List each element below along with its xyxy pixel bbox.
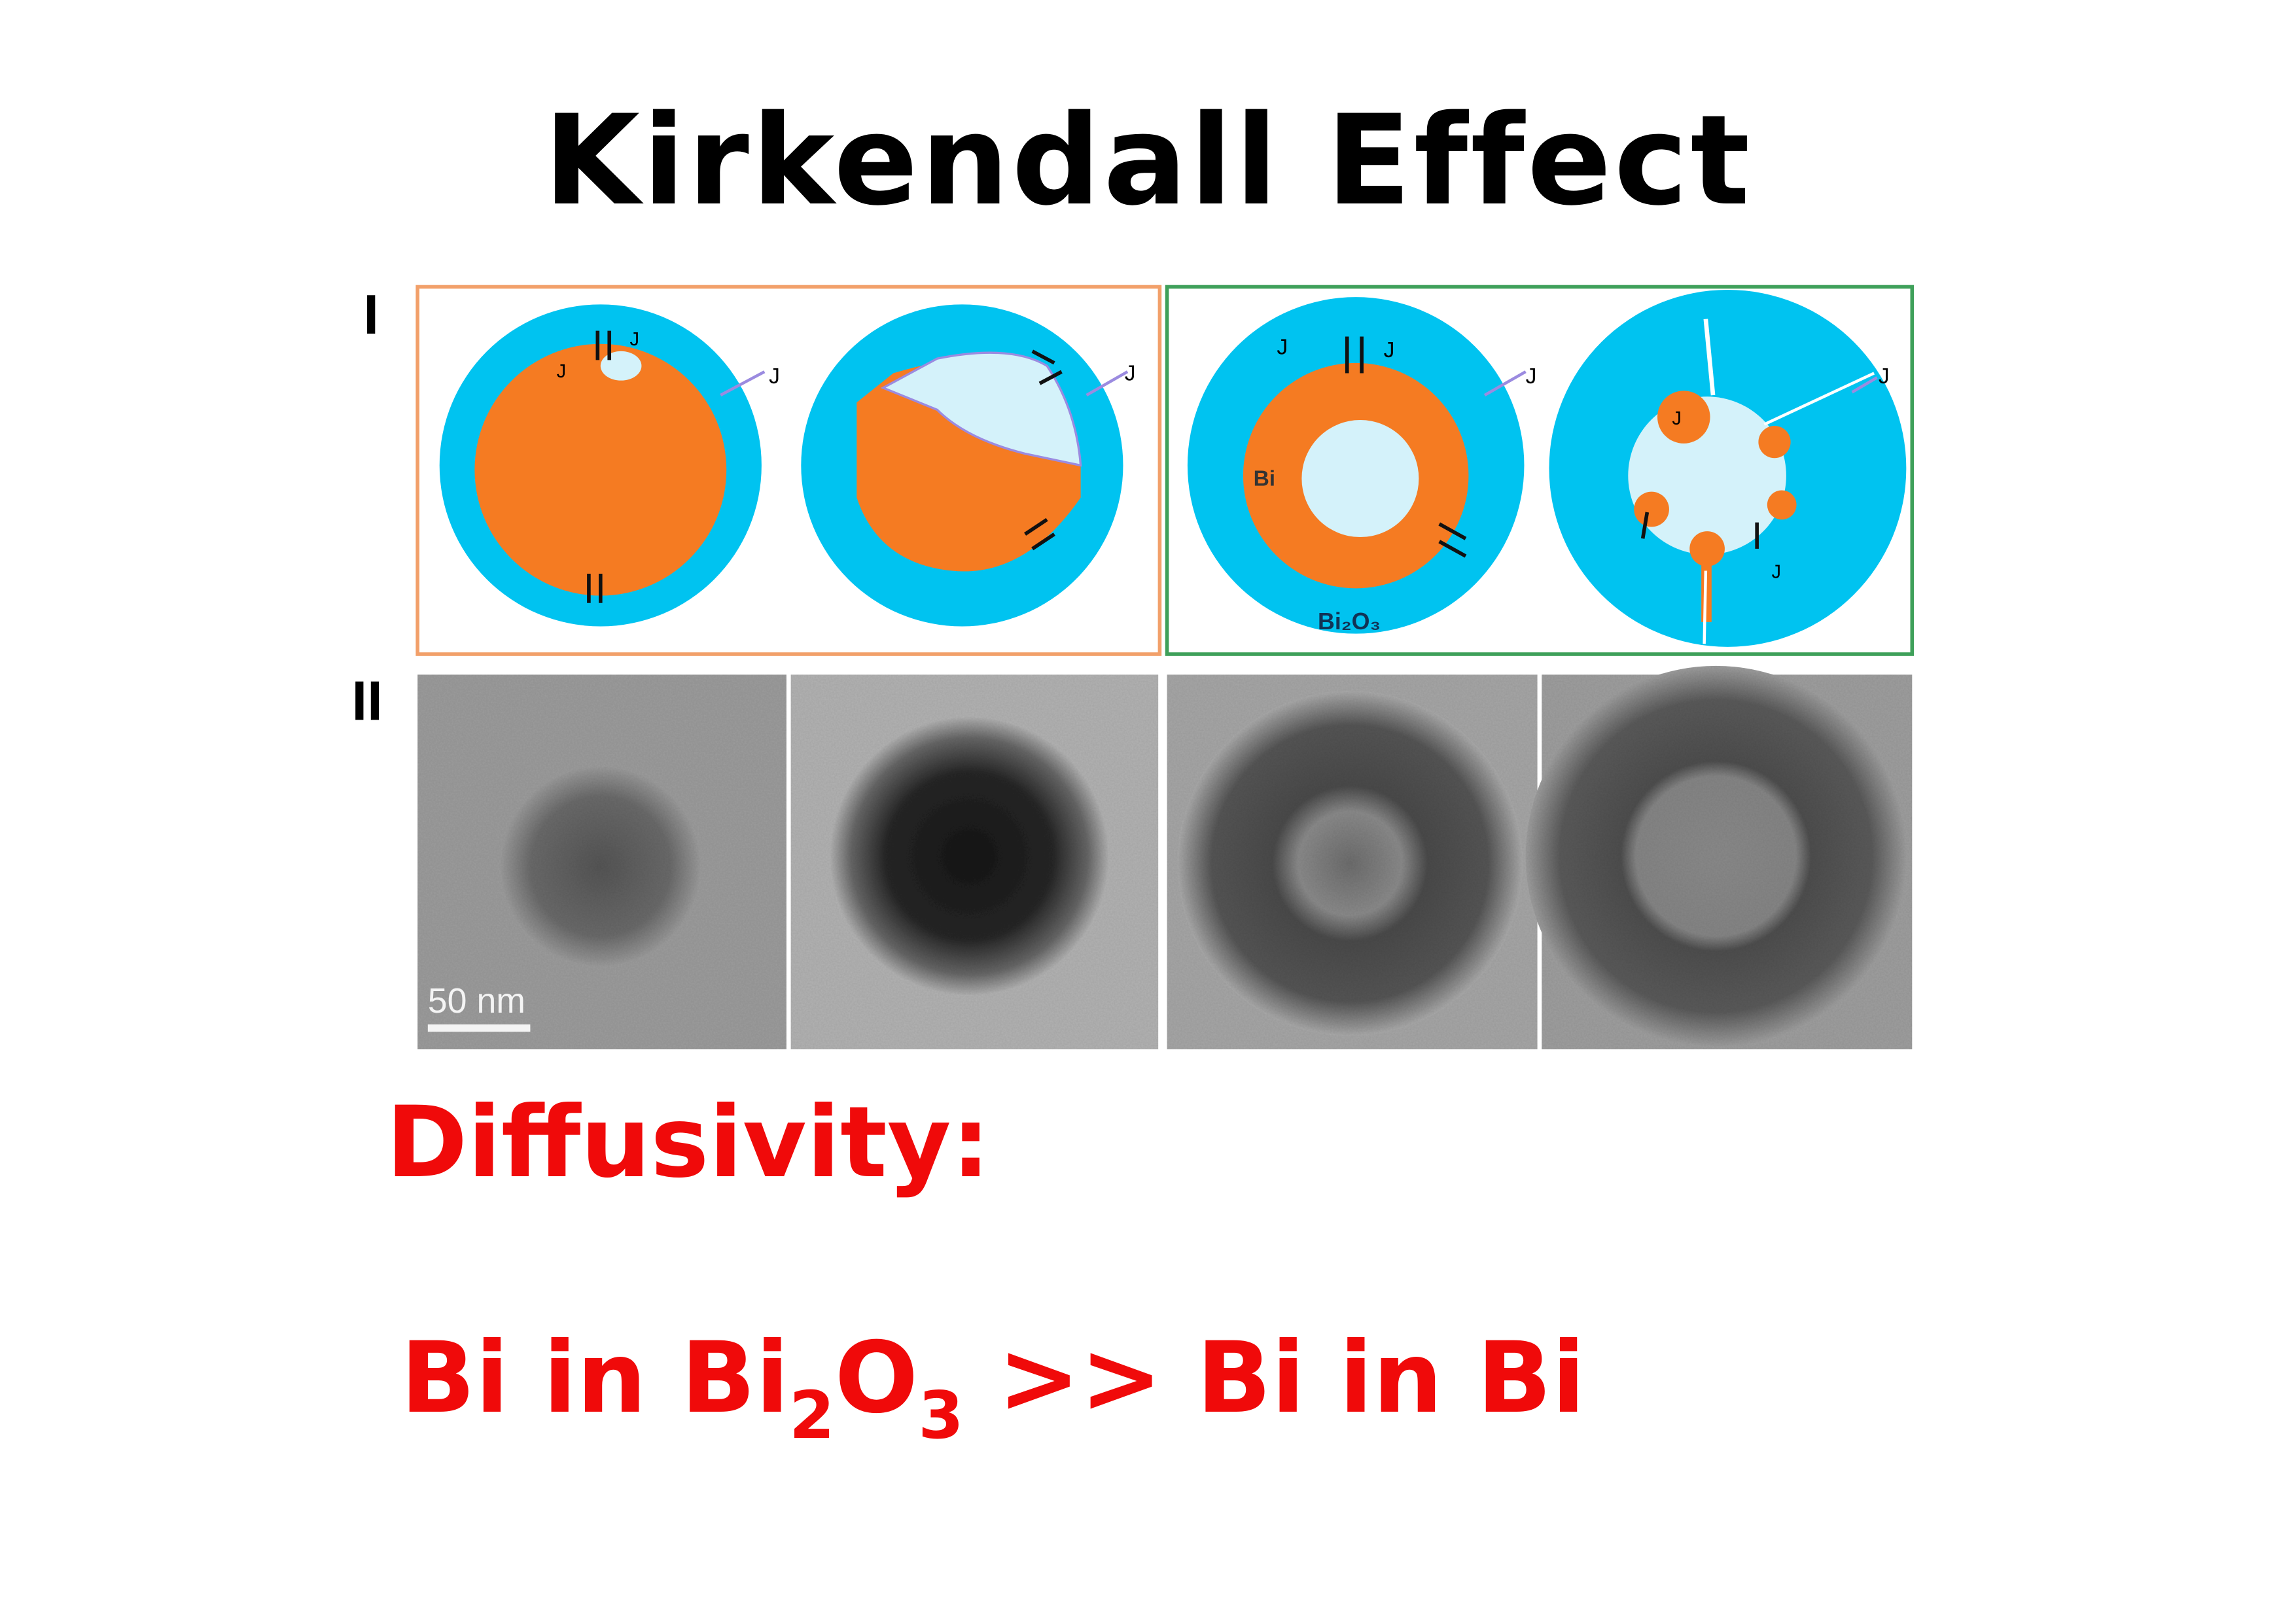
slide-title: Kirkendall Effect — [543, 88, 1753, 233]
label-bi: Bi — [1254, 467, 1276, 491]
label-jv-4: J — [1772, 562, 1782, 583]
row-label-i: I — [363, 284, 379, 346]
particle-3: J J Bi Bi₂O₃ J — [1187, 297, 1537, 635]
scale-bar-label: 50 nm — [428, 981, 525, 1021]
label-jv: J — [630, 329, 640, 350]
box-left — [415, 285, 1162, 656]
row-label-ii: II — [351, 671, 382, 733]
subscript-2: 2 — [789, 1377, 835, 1454]
scale-bar — [427, 1024, 531, 1032]
much-greater-operator: >> — [963, 1321, 1197, 1435]
diffusivity-comparison: Bi in Bi2O3 >> Bi in Bi — [400, 1321, 1585, 1454]
label-jo-4: J — [1879, 364, 1890, 389]
diffusivity-heading: Diffusivity: — [386, 1086, 991, 1200]
label-jbi-3: J — [1277, 335, 1288, 359]
subscript-3: 3 — [918, 1377, 964, 1454]
particle-1: J J J — [439, 304, 780, 627]
label-jo-2: J — [1125, 362, 1136, 386]
label-jo: J — [769, 364, 780, 389]
particle-2: J — [801, 304, 1136, 627]
label-jv-3: J — [1384, 338, 1395, 362]
particle-4: J J J — [1549, 289, 1907, 647]
tem-images — [417, 665, 1913, 1050]
oxygen-symbol: O — [834, 1321, 919, 1435]
label-jbi: J — [557, 361, 567, 382]
comparison-left: Bi in Bi — [400, 1321, 790, 1435]
box-right — [1165, 285, 1915, 656]
label-bi2o3: Bi₂O₃ — [1318, 608, 1381, 635]
label-jo-3: J — [1526, 364, 1537, 389]
label-jbi-4: J — [1672, 408, 1682, 429]
comparison-right: Bi in Bi — [1196, 1321, 1585, 1435]
